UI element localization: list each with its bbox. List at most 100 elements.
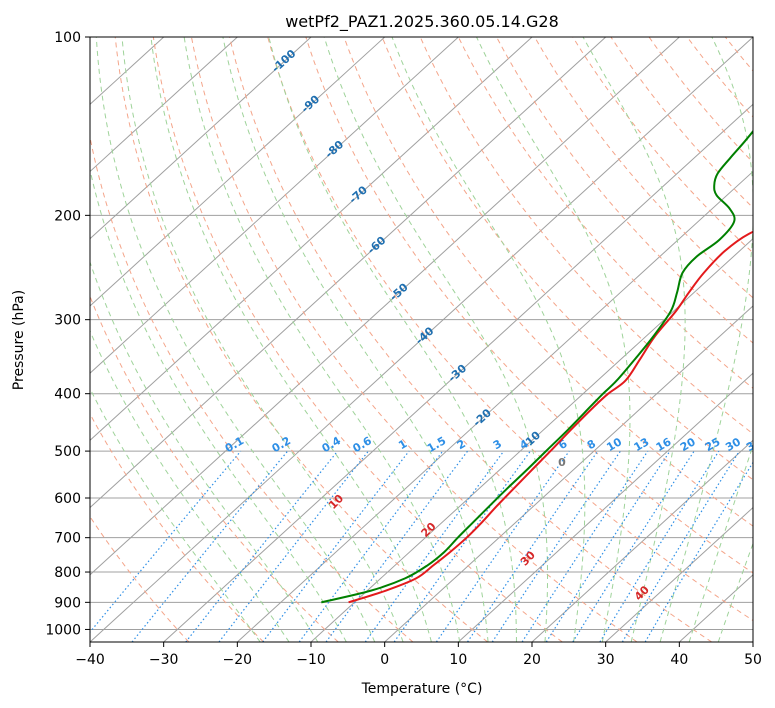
moist-adiabat--16 xyxy=(90,329,290,642)
mixing-ratio-label: 0.2 xyxy=(270,434,293,455)
plot-frame xyxy=(89,36,754,643)
isotherm--50 xyxy=(90,37,680,576)
dry-adiabat-120 xyxy=(534,37,753,299)
y-tick-label: 200 xyxy=(54,208,81,224)
dry-adiabat-70 xyxy=(343,37,753,527)
mixing-ratio-label: 1.5 xyxy=(425,434,448,455)
isotherm--30 xyxy=(163,103,753,642)
y-tick-label: 900 xyxy=(54,595,81,611)
mixing-ratio-25 xyxy=(599,450,720,642)
dry-adiabat-label: 40 xyxy=(632,583,652,603)
temperature-line xyxy=(348,230,753,604)
dry-adiabat-60 xyxy=(305,37,753,574)
moist-adiabats xyxy=(90,37,753,642)
isotherm--60 xyxy=(90,37,607,509)
chart-title: wetPf2_PAZ1.2025.360.05.14.G28 xyxy=(285,12,559,32)
dry-adiabat-110 xyxy=(496,37,753,344)
mixing-ratio-1.5 xyxy=(298,450,444,642)
mixing-ratio-label: 0.4 xyxy=(320,434,344,455)
dry-adiabat-50 xyxy=(267,37,753,622)
x-tick-label: −30 xyxy=(149,652,179,668)
mixing-ratio-13 xyxy=(521,450,649,642)
moist-adiabat--8 xyxy=(90,167,347,642)
y-tick-label: 100 xyxy=(54,30,81,46)
dry-adiabat-40 xyxy=(229,37,713,642)
isotherm--90 xyxy=(90,37,386,307)
y-tick-label: 600 xyxy=(54,491,81,507)
dry-adiabat-100 xyxy=(457,37,753,389)
mixing-ratio-20 xyxy=(572,450,695,642)
dry-adiabat-20 xyxy=(152,37,563,642)
mixing-ratio-16 xyxy=(545,450,671,642)
isotherm--110 xyxy=(90,37,238,173)
y-axis-label: Pressure (hPa) xyxy=(11,290,27,390)
isotherm-20 xyxy=(531,439,753,642)
y-tick-label: 400 xyxy=(54,387,81,403)
moist-adiabat-20 xyxy=(323,37,549,642)
mixing-ratio-0.6 xyxy=(218,450,369,642)
isotherm--100 xyxy=(90,37,312,240)
dry-adiabat-160 xyxy=(686,37,753,118)
dry-adiabat--20 xyxy=(90,412,264,642)
dewpoint-line xyxy=(321,129,753,604)
dry-adiabat--30 xyxy=(90,515,190,642)
mixing-ratio-label: 1 xyxy=(396,437,409,452)
moist-adiabat-16 xyxy=(268,37,517,642)
moist-adiabat-32 xyxy=(582,37,686,642)
moist-adiabat--20 xyxy=(90,387,261,642)
series-lines xyxy=(321,129,753,604)
mixing-ratio-0.2 xyxy=(131,450,289,642)
dry-adiabat-0 xyxy=(90,134,414,642)
mixing-ratio-0.4 xyxy=(185,450,339,642)
moist-adiabat-label: 0 xyxy=(558,456,566,469)
x-tick-label: 50 xyxy=(744,652,762,668)
dry-adiabat-150 xyxy=(648,37,753,164)
x-tick-label: 30 xyxy=(597,652,615,668)
y-tick-label: 500 xyxy=(54,444,81,460)
mixing-ratio-label: 3 xyxy=(491,437,504,452)
x-tick-label: −40 xyxy=(75,652,105,668)
isotherm-label: -100 xyxy=(269,47,298,75)
moist-adiabat-40 xyxy=(688,443,753,642)
dry-adiabat-label: 30 xyxy=(518,548,538,568)
plot-area: -100-90-80-70-60-50-40-30-20-100.1 0.2 0.4… xyxy=(90,37,775,642)
x-tick-label: 20 xyxy=(523,652,541,668)
dry-adiabat-180 xyxy=(763,37,775,642)
axes: −40 −30 −20 −10 0 10 20 30 40 5010020030040050060… xyxy=(45,30,762,668)
isotherm--40 xyxy=(90,37,753,642)
isotherm--80 xyxy=(90,37,459,374)
x-tick-label: 0 xyxy=(380,652,389,668)
mixing-ratio-label: 2 xyxy=(455,437,468,452)
mixing-ratio-10 xyxy=(491,450,621,642)
y-tick-label: 1000 xyxy=(45,622,81,638)
moist-adiabat-8 xyxy=(183,37,461,642)
x-tick-label: 40 xyxy=(670,652,688,668)
moist-adiabat-0 xyxy=(121,37,404,642)
isotherm--10 xyxy=(310,238,753,642)
mixing-ratio-0.1 xyxy=(90,450,242,634)
moist-adiabat--12 xyxy=(90,260,319,642)
mixing-ratio-label: 36 xyxy=(744,435,764,454)
mixing-ratio-30 xyxy=(621,450,740,642)
mixing-ratio-4 xyxy=(393,450,531,642)
x-tick-label: 10 xyxy=(449,652,467,668)
mixing-ratio-3 xyxy=(364,450,505,642)
y-tick-label: 700 xyxy=(54,531,81,547)
x-tick-label: −10 xyxy=(296,652,326,668)
mixing-ratio-2 xyxy=(325,450,469,642)
mixing-ratio-6 xyxy=(435,450,570,642)
y-tick-label: 300 xyxy=(54,313,81,329)
isotherm--70 xyxy=(90,37,533,442)
isotherm-0 xyxy=(384,305,753,642)
moist-adiabat-36 xyxy=(659,37,753,642)
dry-adiabat--10 xyxy=(90,295,339,642)
moist-adiabat-28 xyxy=(476,37,631,642)
dry-adiabat-10 xyxy=(114,37,488,642)
dry-adiabats xyxy=(90,37,775,642)
isotherm-50 xyxy=(752,641,753,642)
mixing-ratio-36 xyxy=(644,461,753,642)
isobar-grid xyxy=(90,37,753,630)
isotherm--20 xyxy=(236,170,753,642)
mixing-ratio-8 xyxy=(467,450,599,642)
